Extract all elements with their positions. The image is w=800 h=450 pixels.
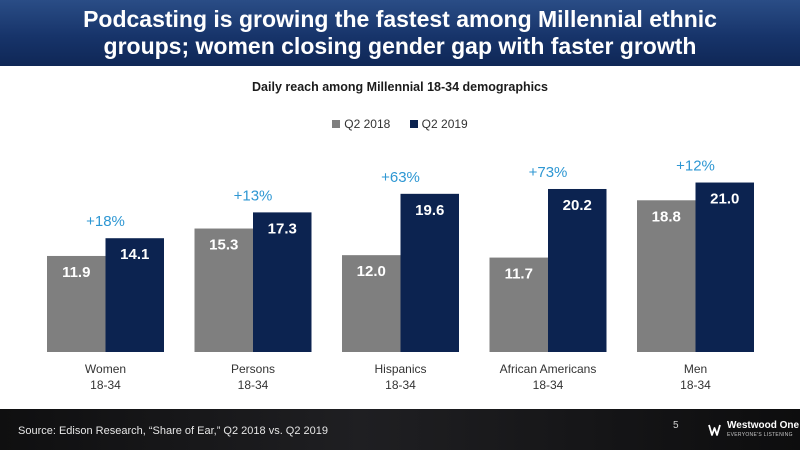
- slide-title: Podcasting is growing the fastest among …: [83, 6, 717, 59]
- bar-value-label: 14.1: [120, 246, 149, 263]
- bar-value-label: 20.2: [563, 197, 592, 214]
- growth-label: +18%: [86, 213, 125, 230]
- legend-item-q2-2019: Q2 2019: [409, 117, 468, 131]
- bar-chart: 11.9 14.1 +18% Women 18-34 15.3 17.3 +13% Person…: [47, 158, 754, 392]
- growth-label: +12%: [676, 158, 715, 175]
- category-label: Men: [684, 362, 707, 376]
- category-label: Persons: [231, 362, 275, 376]
- logo-mark-icon: [708, 424, 721, 436]
- bar: [489, 257, 548, 352]
- logo-name: Westwood One: [727, 420, 800, 431]
- footer-bar: Source: Edison Research, “Share of Ear,”…: [0, 409, 800, 450]
- bar: [47, 255, 106, 352]
- legend-label-q2-2019: Q2 2019: [421, 117, 468, 131]
- category-sublabel: 18-34: [238, 378, 269, 392]
- category-sublabel: 18-34: [533, 378, 564, 392]
- growth-label: +13%: [234, 187, 273, 204]
- bar: [637, 200, 696, 352]
- category-label: Women: [85, 362, 126, 376]
- bar-value-label: 11.7: [505, 266, 533, 283]
- category-label: African Americans: [500, 362, 597, 376]
- westwood-one-logo: Westwood One EVERYONE'S LISTENING: [708, 419, 799, 443]
- growth-label: +73%: [529, 164, 568, 181]
- title-banner: Podcasting is growing the fastest among …: [0, 0, 800, 66]
- legend-swatch-q2-2018: [332, 120, 341, 128]
- bar-value-label: 17.3: [268, 220, 297, 237]
- bar: [194, 228, 253, 352]
- bar-value-label: 11.9: [62, 264, 90, 281]
- bar-value-label: 18.8: [652, 208, 681, 225]
- bar-value-label: 19.6: [415, 202, 444, 219]
- legend-label-q2-2018: Q2 2018: [344, 117, 391, 131]
- bar: [105, 238, 164, 352]
- legend-swatch-q2-2019: [409, 120, 418, 128]
- page-number: 5: [673, 420, 679, 431]
- category-sublabel: 18-34: [385, 378, 416, 392]
- category-sublabel: 18-34: [680, 378, 711, 392]
- bar: [695, 182, 754, 352]
- legend-item-q2-2018: Q2 2018: [332, 117, 390, 131]
- chart-legend: Q2 2018 Q2 2019: [0, 117, 800, 131]
- bar: [253, 212, 312, 352]
- category-sublabel: 18-34: [90, 378, 121, 392]
- growth-label: +63%: [381, 169, 420, 186]
- source-note: Source: Edison Research, “Share of Ear,”…: [18, 425, 329, 437]
- category-label: Hispanics: [374, 362, 426, 376]
- bar-value-label: 12.0: [357, 263, 386, 280]
- bar-value-label: 15.3: [209, 237, 238, 254]
- bar-value-label: 21.0: [710, 191, 739, 208]
- bar: [400, 193, 459, 352]
- chart-title: Daily reach among Millennial 18-34 demog…: [252, 80, 548, 94]
- logo-tagline: EVERYONE'S LISTENING: [727, 432, 793, 438]
- bar: [342, 255, 401, 352]
- bar: [548, 188, 607, 352]
